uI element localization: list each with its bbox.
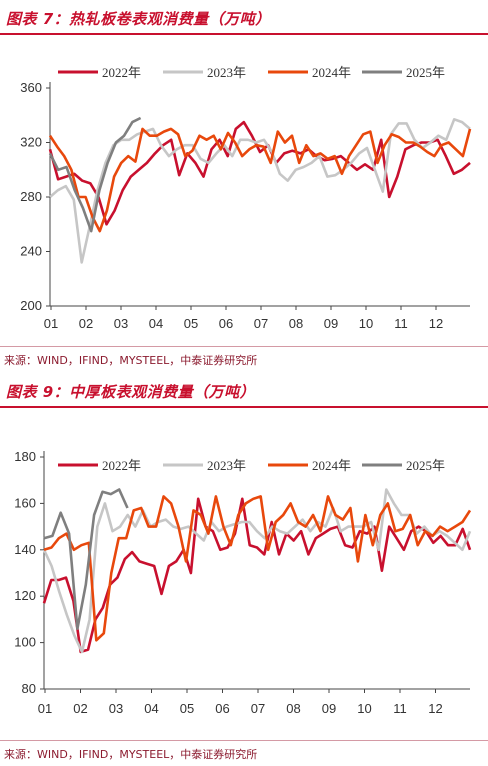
x-tick-label: 10 [357,701,371,716]
legend-label: 2022年 [102,65,141,80]
y-tick-label: 80 [22,681,36,696]
source-divider [0,740,488,741]
legend-label: 2024年 [312,458,351,473]
x-tick-label: 03 [109,701,123,716]
chart-title: 图表 7：热轧板卷表观消费量（万吨） [6,10,271,28]
chart-title: 图表 9：中厚板表观消费量（万吨） [6,383,256,401]
x-tick-label: 11 [393,701,407,716]
medium-plate-line-chart: 80 100 120 140 160 180 01 02 03 04 05 06 07 08 09 10 11 1… [14,449,472,716]
y-tick-label: 180 [14,449,36,464]
x-tick-label: 11 [394,316,408,331]
legend-label: 2025年 [406,458,445,473]
title-divider [0,406,488,408]
legend-label: 2024年 [312,65,351,80]
x-tick-label: 06 [215,701,229,716]
y-tick-label: 320 [20,135,42,150]
chart-panel-hot-rolled: 图表 7：热轧板卷表观消费量（万吨） 200 240 280 320 360 01 02 03… [0,0,488,373]
x-tick-label: 04 [149,316,163,331]
series-line-2024 [43,495,472,642]
x-tick-label: 07 [254,316,268,331]
x-tick-label: 06 [219,316,233,331]
series-line-2024 [48,127,472,233]
x-tick-label: 08 [286,701,300,716]
series-line-2023 [49,118,471,264]
x-tick-label: 03 [114,316,128,331]
x-tick-label: 10 [359,316,373,331]
x-tick-label: 09 [324,316,338,331]
series-line-2022 [42,497,472,654]
legend-label: 2023年 [207,65,246,80]
legend-label: 2025年 [406,65,445,80]
series-line-2022 [48,120,471,226]
series-line-2025 [43,488,129,630]
x-tick-label: 12 [428,701,442,716]
x-tick-label: 05 [184,316,198,331]
chart-source: 来源：WIND，IFIND，MYSTEEL，中泰证券研究所 [4,354,258,367]
y-tick-label: 360 [20,80,42,95]
x-tick-label: 09 [322,701,336,716]
legend-label: 2023年 [207,458,246,473]
legend-label: 2022年 [102,458,141,473]
x-tick-label: 05 [180,701,194,716]
source-divider [0,346,488,347]
x-tick-label: 02 [73,701,87,716]
x-tick-label: 12 [429,316,443,331]
y-tick-label: 140 [14,542,36,557]
y-tick-label: 100 [14,635,36,650]
series-line-2025 [48,116,142,233]
x-tick-label: 02 [79,316,93,331]
x-tick-label: 01 [38,701,52,716]
series-line-2023 [42,488,472,654]
y-tick-label: 200 [20,298,42,313]
chart-panel-medium-plate: 图表 9：中厚板表观消费量（万吨） 80 100 120 140 160 180 01 02 0… [0,373,488,766]
chart-source: 来源：WIND，IFIND，MYSTEEL，中泰证券研究所 [4,748,258,761]
x-tick-label: 07 [251,701,265,716]
y-tick-label: 280 [20,189,42,204]
y-tick-label: 120 [14,588,36,603]
x-tick-label: 04 [144,701,158,716]
x-tick-label: 01 [44,316,58,331]
title-divider [0,33,488,35]
y-tick-label: 160 [14,495,36,510]
x-tick-label: 08 [289,316,303,331]
hot-rolled-line-chart: 200 240 280 320 360 01 02 03 04 05 06 07 08 09 10 11 12 2… [20,65,472,331]
y-tick-label: 240 [20,244,42,259]
